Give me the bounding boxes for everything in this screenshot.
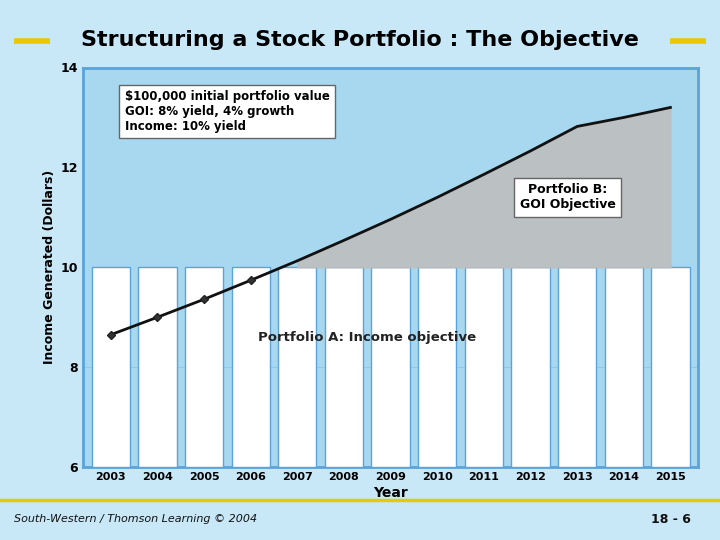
Bar	[464, 267, 503, 467]
Text: Structuring a Stock Portfolio : The Objective: Structuring a Stock Portfolio : The Obje…	[81, 30, 639, 51]
Bar	[558, 267, 596, 467]
Bar	[605, 267, 643, 467]
Bar	[652, 267, 690, 467]
Text: South-Western / Thomson Learning © 2004: South-Western / Thomson Learning © 2004	[14, 515, 258, 524]
X-axis label: Year: Year	[373, 486, 408, 500]
Bar	[325, 267, 363, 467]
Bar	[418, 267, 456, 467]
Text: Portfolio A: Income objective: Portfolio A: Income objective	[258, 330, 477, 344]
Bar	[372, 267, 410, 467]
Text: 18 - 6: 18 - 6	[652, 513, 691, 526]
Y-axis label: Income Generated (Dollars): Income Generated (Dollars)	[43, 170, 56, 364]
Bar	[232, 267, 270, 467]
Bar	[511, 267, 549, 467]
Text: $100,000 initial portfolio value
GOI: 8% yield, 4% growth
Income: 10% yield: $100,000 initial portfolio value GOI: 8%…	[125, 90, 330, 133]
Bar	[138, 267, 176, 467]
Bar	[91, 267, 130, 467]
Bar	[185, 267, 223, 467]
Bar	[278, 267, 317, 467]
Text: Portfolio B:
GOI Objective: Portfolio B: GOI Objective	[520, 184, 616, 211]
